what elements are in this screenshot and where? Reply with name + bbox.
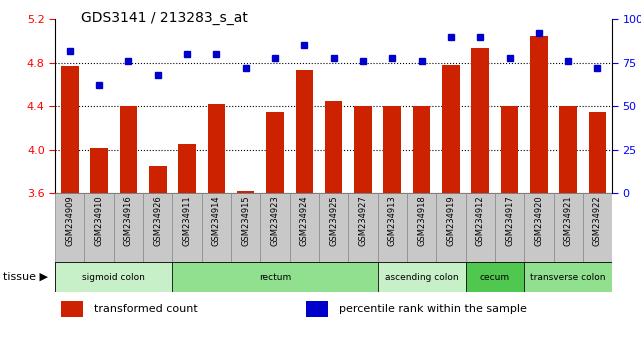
Text: GDS3141 / 213283_s_at: GDS3141 / 213283_s_at [81, 11, 247, 25]
Bar [178, 144, 196, 193]
Bar [524, 193, 554, 262]
Bar [471, 48, 489, 193]
Text: GSM234926: GSM234926 [153, 195, 162, 246]
Bar [172, 262, 378, 292]
Bar [113, 193, 143, 262]
Bar [260, 193, 290, 262]
Bar [231, 193, 260, 262]
Text: GSM234924: GSM234924 [300, 195, 309, 246]
Bar [55, 262, 172, 292]
Bar [407, 193, 437, 262]
Text: tissue ▶: tissue ▶ [3, 272, 48, 282]
Bar [560, 106, 577, 193]
Bar [442, 65, 460, 193]
Bar [149, 166, 167, 193]
Text: rectum: rectum [259, 273, 291, 281]
Text: cecum: cecum [480, 273, 510, 281]
Bar [61, 301, 83, 317]
Text: GSM234918: GSM234918 [417, 195, 426, 246]
Bar [290, 193, 319, 262]
Bar [325, 101, 342, 193]
Bar [208, 104, 225, 193]
Text: GSM234927: GSM234927 [358, 195, 367, 246]
Text: ascending colon: ascending colon [385, 273, 458, 281]
Bar [583, 193, 612, 262]
Bar [319, 193, 348, 262]
Bar [413, 106, 430, 193]
Text: GSM234921: GSM234921 [563, 195, 572, 246]
Bar [554, 193, 583, 262]
Bar [495, 193, 524, 262]
Text: GSM234915: GSM234915 [241, 195, 250, 246]
Bar [172, 193, 202, 262]
Bar [588, 112, 606, 193]
Text: GSM234914: GSM234914 [212, 195, 221, 246]
Bar [61, 66, 79, 193]
Bar [55, 193, 85, 262]
Text: GSM234919: GSM234919 [446, 195, 455, 246]
Text: GSM234911: GSM234911 [183, 195, 192, 246]
Bar [383, 106, 401, 193]
Bar [465, 193, 495, 262]
Text: GSM234916: GSM234916 [124, 195, 133, 246]
Bar [378, 193, 407, 262]
Bar [354, 106, 372, 193]
Bar [296, 70, 313, 193]
Text: transverse colon: transverse colon [531, 273, 606, 281]
Text: GSM234923: GSM234923 [271, 195, 279, 246]
Bar [348, 193, 378, 262]
Text: GSM234913: GSM234913 [388, 195, 397, 246]
Text: GSM234910: GSM234910 [95, 195, 104, 246]
Text: transformed count: transformed count [94, 304, 198, 314]
Text: percentile rank within the sample: percentile rank within the sample [339, 304, 527, 314]
Bar [202, 193, 231, 262]
Bar [143, 193, 172, 262]
Bar [120, 106, 137, 193]
Text: sigmoid colon: sigmoid colon [82, 273, 146, 281]
Bar [90, 148, 108, 193]
Bar [306, 301, 328, 317]
Bar [378, 262, 465, 292]
Bar [266, 112, 284, 193]
Text: GSM234925: GSM234925 [329, 195, 338, 246]
Bar [237, 191, 254, 193]
Text: GSM234909: GSM234909 [65, 195, 74, 246]
Bar [501, 106, 519, 193]
Text: GSM234922: GSM234922 [593, 195, 602, 246]
Bar [437, 193, 465, 262]
Bar [85, 193, 113, 262]
Bar [465, 262, 524, 292]
Bar [524, 262, 612, 292]
Bar [530, 36, 547, 193]
Text: GSM234917: GSM234917 [505, 195, 514, 246]
Text: GSM234912: GSM234912 [476, 195, 485, 246]
Text: GSM234920: GSM234920 [535, 195, 544, 246]
